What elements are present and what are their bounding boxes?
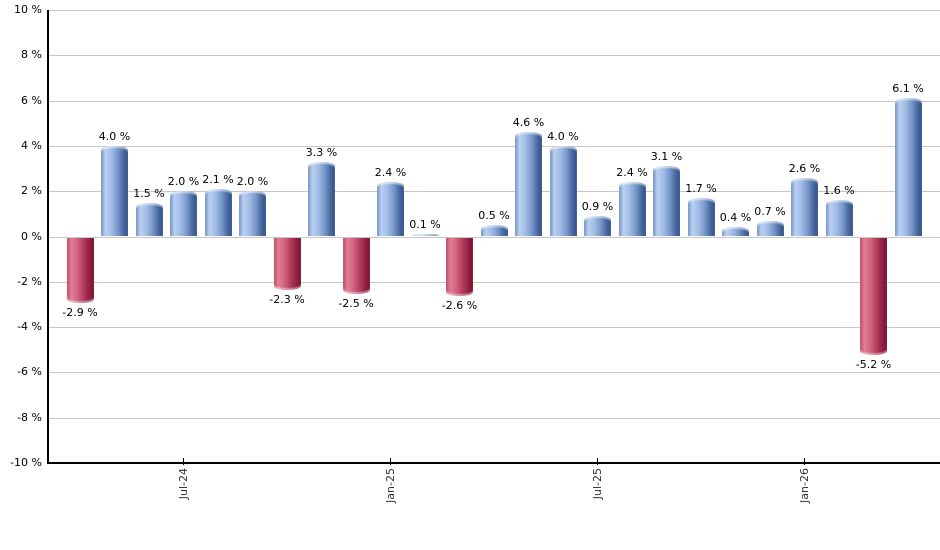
bar-value-label: 0.4 %: [719, 211, 752, 225]
positive-return-bar: [239, 191, 266, 237]
positive-return-bar: [791, 177, 818, 237]
bar-value-label: 3.1 %: [650, 150, 683, 164]
plot-area: -2.9 % 4.0 % 1.5 % 2.0 % 2.1 % 2.0 % -2.3 % 3.3…: [48, 10, 940, 464]
negative-return-bar: [273, 237, 301, 290]
gridline: [48, 281, 940, 283]
x-axis-tick: [183, 458, 184, 465]
bar-value-label: 2.0 %: [167, 175, 200, 189]
positive-return-bar: [411, 234, 439, 237]
positive-return-bar: [825, 200, 853, 237]
x-axis-tick: [804, 458, 805, 465]
gridline: [48, 236, 940, 238]
positive-return-bar: [894, 98, 922, 237]
positive-return-bar: [687, 197, 715, 237]
bar-value-label: 3.3 %: [305, 145, 338, 159]
x-axis-tick-label: Jul-24: [176, 468, 190, 500]
bar-value-label: -2.5 %: [338, 297, 374, 311]
bar-value-label: 2.4 %: [374, 166, 407, 180]
negative-return-bar: [860, 237, 887, 356]
bar-value-label: -2.6 %: [441, 299, 478, 313]
negative-return-bar: [342, 237, 370, 295]
positive-return-bar: [101, 145, 128, 237]
bar-value-label: 1.7 %: [685, 181, 717, 195]
positive-return-bar: [204, 188, 232, 237]
bar-value-label: 0.7 %: [754, 204, 786, 218]
bar-value-label: 4.0 %: [98, 129, 131, 143]
bar-value-label: 2.0 %: [236, 175, 269, 189]
bar-value-label: -2.9 %: [62, 306, 98, 320]
positive-return-bar: [653, 166, 680, 237]
bar-value-label: 2.6 %: [788, 161, 821, 175]
positive-return-bar: [135, 202, 163, 237]
positive-return-bar: [170, 191, 197, 237]
y-axis-tick-label: 4 %: [21, 138, 42, 152]
y-axis-tick-label: 6 %: [21, 93, 42, 107]
bar-value-label: 2.1 %: [202, 172, 234, 186]
bar-value-label: 0.1 %: [409, 218, 441, 232]
gridline: [48, 327, 940, 329]
bar-value-label: 0.5 %: [478, 209, 510, 223]
y-axis-tick-label: 8 %: [21, 48, 42, 62]
y-axis-tick-label: 10 %: [14, 3, 42, 16]
y-axis-tick-label: 0 %: [21, 229, 42, 243]
positive-return-bar: [722, 227, 749, 237]
gridline: [48, 417, 940, 419]
y-axis-tick-label: 2 %: [21, 184, 42, 198]
y-axis-tick-label: -2 %: [17, 274, 42, 288]
x-axis-line: [47, 462, 940, 464]
positive-return-bar: [308, 161, 335, 237]
bar-value-label: 2.4 %: [616, 166, 648, 180]
bar-value-label: 0.9 %: [581, 200, 614, 214]
negative-return-bar: [66, 237, 94, 304]
gridline: [48, 10, 940, 11]
gridline: [48, 55, 940, 57]
bar-value-label: 4.6 %: [512, 116, 545, 130]
y-axis-line: [47, 10, 49, 464]
x-axis-tick-label: Jan-25: [383, 468, 397, 503]
bar-value-label: 1.6 %: [823, 184, 855, 198]
gridline: [48, 145, 940, 147]
positive-return-bar: [584, 216, 611, 237]
negative-return-bar: [446, 237, 473, 297]
y-axis-tick-label: -6 %: [17, 365, 42, 379]
gridline: [48, 100, 940, 102]
x-axis-tick: [597, 458, 598, 465]
y-axis-tick-label: -8 %: [17, 410, 42, 424]
x-axis-tick: [390, 458, 391, 465]
bar-value-label: -2.3 %: [269, 292, 305, 306]
positive-return-bar: [618, 182, 646, 237]
gridline: [48, 372, 940, 374]
positive-return-bar: [480, 225, 508, 237]
y-axis-tick-label: -4 %: [17, 320, 42, 334]
bar-value-label: 1.5 %: [133, 186, 165, 200]
bar-value-label: 4.0 %: [547, 129, 579, 143]
x-axis-tick-label: Jan-26: [797, 468, 811, 503]
positive-return-bar: [756, 220, 784, 237]
x-axis-tick-label: Jul-25: [590, 468, 604, 500]
positive-return-bar: [549, 145, 577, 237]
y-axis-tick-label: -10 %: [10, 456, 42, 469]
bar-value-label: 6.1 %: [892, 82, 924, 96]
bar-value-label: -5.2 %: [855, 358, 892, 372]
positive-return-bar: [515, 132, 542, 237]
gridline: [48, 191, 940, 193]
positive-return-bar: [377, 182, 404, 237]
